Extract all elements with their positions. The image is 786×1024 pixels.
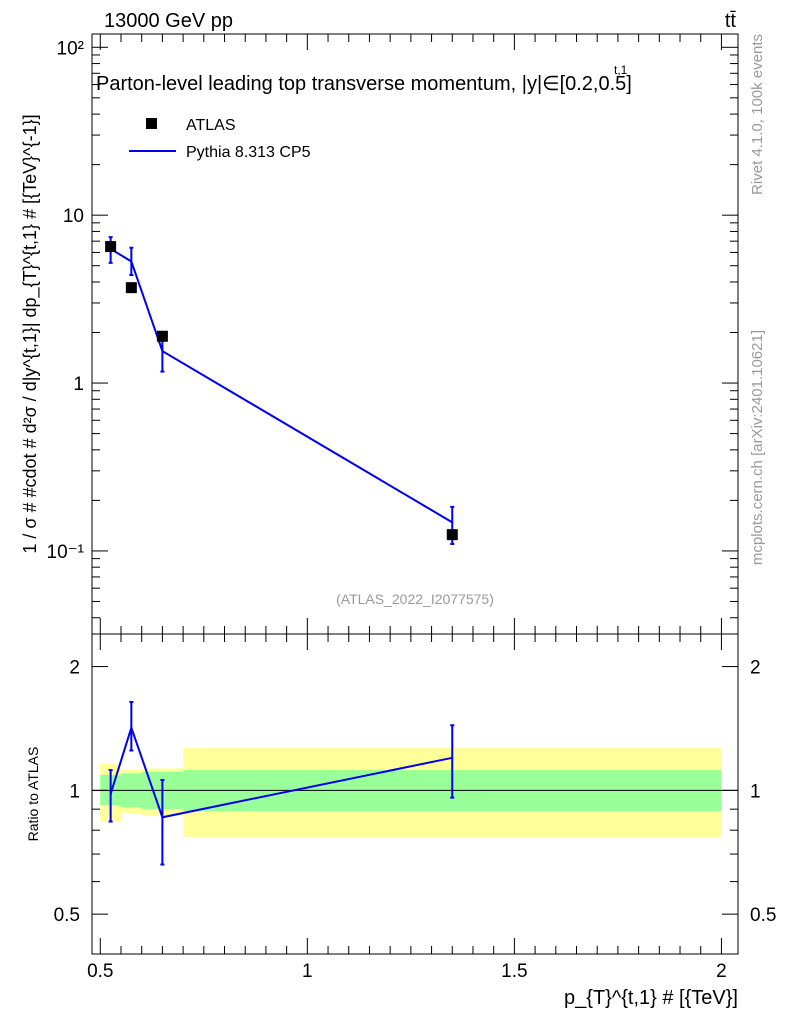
mcplots-label: mcplots.cern.ch [arXiv:2401.10621] [749,330,766,565]
ratio-y-tick-label: 2 [69,658,80,679]
legend: ATLAS Pythia 8.313 CP5 [129,117,311,161]
x-axis-title: p_{T}^{t,1} # [{TeV}] [564,987,738,1009]
main-y-axis-title: 1 / σ # #cdot # d²σ / d|y^{t,1}| dp_{T}^… [20,114,41,553]
analysis-watermark: (ATLAS_2022_I2077575) [336,591,494,607]
x-tick-label: 1.5 [501,961,527,982]
pythia-line [110,248,453,524]
rivet-label: Rivet 4.1.0, 100k events [749,34,766,195]
atlas-data-point [125,282,137,294]
chart-title-superscript: t,1 [614,63,628,77]
ratio-y-tick-label: 1 [69,781,80,802]
chart-title: Parton-level leading top transverse mome… [96,73,632,95]
x-tick-label: 1 [302,961,313,982]
ratio-panel: 0.5 0.5 1 1 2 2 0.5 1 1.5 2 [54,633,776,982]
atlas-data-point [446,529,458,541]
legend-pythia-label: Pythia 8.313 CP5 [186,144,311,161]
main-y-tick-label: 10² [57,38,84,59]
ratio-pythia-line [109,724,453,819]
main-y-tick-label: 10 [63,206,84,227]
legend-atlas-marker [146,118,157,129]
process-label: tt̄ [725,10,737,32]
x-tick-label: 0.5 [87,961,113,982]
energy-label: 13000 GeV pp [104,10,233,32]
x-tick-label: 2 [716,961,727,982]
ratio-y-tick-label-right: 0.5 [750,905,776,926]
main-y-tick-label: 10⁻¹ [47,542,85,563]
legend-atlas-label: ATLAS [186,117,236,134]
ratio-y-tick-label-right: 2 [750,658,761,679]
atlas-data-point [156,330,168,342]
ratio-y-tick-label-right: 1 [750,781,761,802]
ratio-frame [91,633,739,955]
main-panel: 10⁻¹ 1 10 10² [47,33,739,635]
ratio-y-axis-title: Ratio to ATLAS [25,747,41,842]
ratio-y-tick-label: 0.5 [54,905,80,926]
atlas-data-point [105,241,117,253]
main-y-tick-label: 1 [73,374,84,395]
